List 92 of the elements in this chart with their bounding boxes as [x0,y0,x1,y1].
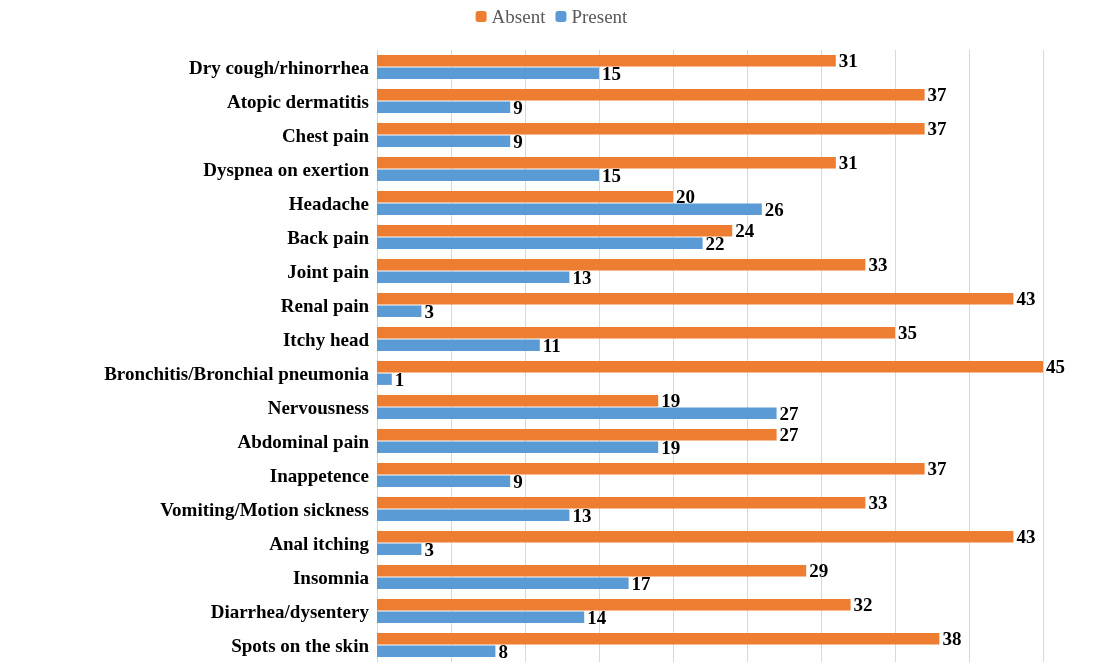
data-label: 9 [513,470,523,492]
data-label: 13 [572,266,592,288]
data-label: 31 [838,152,858,174]
data-label: 15 [602,164,621,186]
data-label: 1 [394,368,405,390]
bar [377,169,599,181]
bar [377,645,496,657]
bar [377,611,585,623]
y-tick-label: Back pain [287,226,370,248]
bar [377,509,570,521]
data-label: 3 [424,538,434,560]
bar [377,157,836,169]
data-label: 26 [764,198,784,220]
bar [377,67,599,79]
data-label: 31 [838,50,858,72]
y-tick-label: Diarrhea/dysentery [210,600,370,622]
bar [377,577,629,589]
data-label: 9 [513,130,523,152]
y-tick-label: Atopic dermatitis [227,90,369,112]
y-tick-label: Chest pain [281,124,370,146]
bar [377,531,1014,543]
data-label: 33 [868,254,888,276]
bar [377,599,851,611]
bar [377,123,925,135]
bar [377,463,925,475]
bar [377,327,895,339]
bar [377,497,866,509]
bar [377,225,733,237]
y-tick-label: Dry cough/rhinorrhea [189,56,370,78]
bar [377,565,807,577]
bar [377,293,1014,305]
legend-label: Absent [491,6,547,27]
bar [377,429,777,441]
bar [377,203,762,215]
legend-label: Present [571,6,629,27]
data-label: 11 [542,334,561,356]
data-label: 20 [676,186,695,208]
bar [377,441,659,453]
data-label: 37 [927,458,948,480]
data-label: 37 [927,118,948,140]
data-label: 37 [927,84,948,106]
bar [377,191,673,203]
data-label: 13 [572,504,592,526]
data-label: 19 [661,436,681,458]
data-label: 15 [602,62,621,84]
y-tick-label: Dyspnea on exertion [203,158,370,180]
data-label: 3 [424,300,434,322]
bar [377,271,570,283]
data-label: 8 [498,640,508,662]
data-label: 22 [705,232,725,254]
bar [377,407,777,419]
y-tick-label: Itchy head [282,328,370,350]
data-label: 27 [779,424,800,446]
data-label: 24 [735,220,755,242]
data-label: 9 [513,96,523,118]
data-label: 35 [898,322,917,344]
bar [377,135,511,147]
y-tick-label: Joint pain [287,260,370,282]
data-label: 19 [661,390,681,412]
data-label: 45 [1046,356,1065,378]
bar [377,305,422,317]
data-label: 38 [942,628,962,650]
bar [377,475,511,487]
bar [377,395,659,407]
data-label: 33 [868,492,888,514]
data-label: 17 [631,572,652,594]
y-tick-label: Insomnia [292,566,370,588]
y-tick-label: Bronchitis/Bronchial pneumonia [104,362,370,384]
y-tick-label: Vomiting/Motion sickness [160,498,369,520]
bar [377,339,540,351]
bar [377,259,866,271]
data-label: 27 [779,402,800,424]
bar [377,237,703,249]
bar [377,361,1043,373]
y-tick-label: Nervousness [267,396,369,418]
data-label: 43 [1016,526,1036,548]
y-tick-label: Headache [288,192,369,214]
y-tick-label: Abdominal pain [237,430,370,452]
y-tick-label: Inappetence [269,464,369,486]
data-label: 32 [853,594,873,616]
y-tick-label: Spots on the skin [231,634,370,656]
bar [377,55,836,67]
y-tick-label: Renal pain [280,294,370,316]
data-label: 14 [587,606,607,628]
bar [377,633,940,645]
data-label: 29 [809,560,829,582]
data-label: 43 [1016,288,1036,310]
bar [377,89,925,101]
bar [377,101,511,113]
bar [377,543,422,555]
bar [377,373,392,385]
y-tick-label: Anal itching [269,532,370,554]
